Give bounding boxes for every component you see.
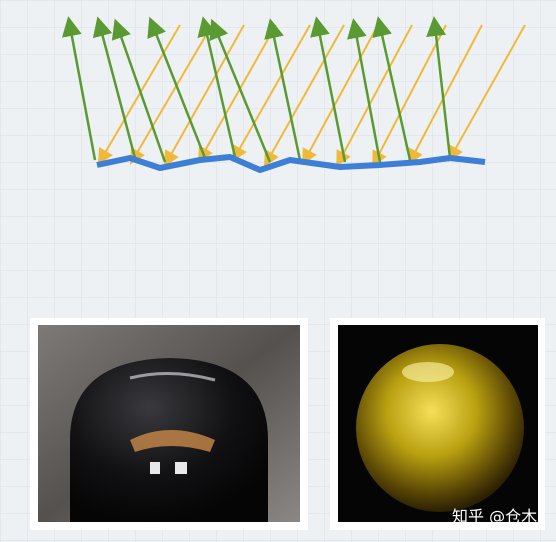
reflected-rays bbox=[62, 16, 452, 163]
watermark: 知乎 @仓木 bbox=[452, 507, 537, 526]
incident-rays bbox=[97, 24, 526, 168]
photo-dark-dome bbox=[30, 318, 308, 530]
photo-gold-sphere bbox=[330, 318, 545, 530]
rough-surface bbox=[96, 154, 486, 173]
